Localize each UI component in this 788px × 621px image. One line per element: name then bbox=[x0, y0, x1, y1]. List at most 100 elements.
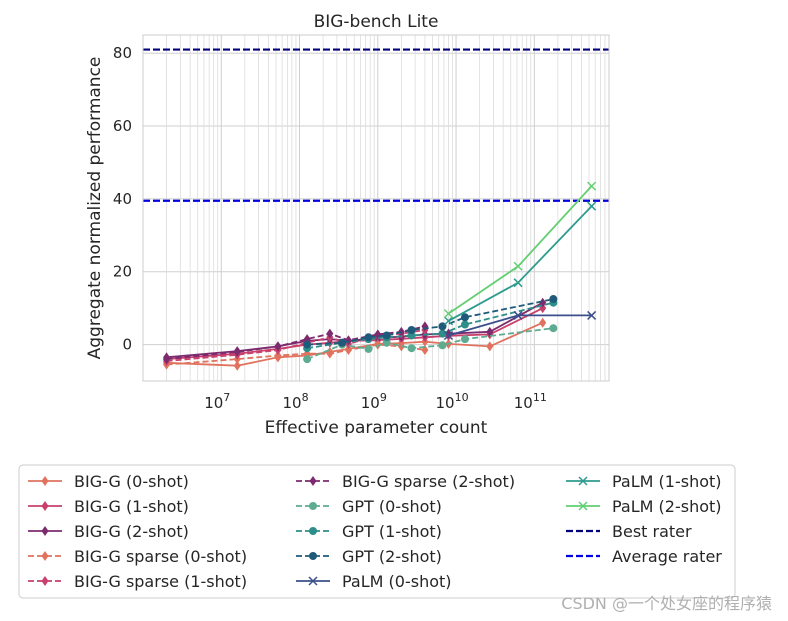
legend-label: BIG-G (0-shot) bbox=[74, 472, 189, 491]
x-marker-stroke bbox=[308, 576, 318, 586]
y-tick-label: 40 bbox=[113, 190, 132, 208]
x-axis-title: Effective parameter count bbox=[265, 418, 488, 438]
legend-label: BIG-G sparse (0-shot) bbox=[74, 547, 247, 566]
legend-entry-best-rater: Best rater bbox=[566, 522, 692, 541]
legend-swatch-marker bbox=[578, 476, 588, 486]
legend-label: BIG-G sparse (2-shot) bbox=[342, 472, 515, 491]
x-marker-stroke bbox=[443, 330, 453, 341]
data-point bbox=[338, 338, 347, 347]
legend-entry-palm-0-shot: PaLM (0-shot) bbox=[296, 572, 452, 591]
data-point bbox=[438, 329, 447, 338]
series-line bbox=[166, 321, 544, 367]
legend-swatch-marker bbox=[309, 502, 317, 510]
x-marker-stroke bbox=[587, 201, 597, 211]
reference-lines bbox=[143, 48, 609, 202]
legend-entry-palm-2-shot: PaLM (2-shot) bbox=[566, 497, 722, 516]
data-point bbox=[344, 345, 352, 356]
legend-swatch-marker bbox=[41, 526, 49, 536]
legend-entry-gpt-2-shot: GPT (2-shot) bbox=[296, 547, 442, 566]
plot-frame bbox=[142, 34, 610, 382]
legend-entry-big-g-sparse-1-shot: BIG-G sparse (1-shot) bbox=[28, 572, 247, 591]
legend-box bbox=[18, 464, 736, 599]
y-tick-labels: 0 20 40 60 80 bbox=[113, 44, 132, 353]
data-point bbox=[587, 181, 597, 191]
legend-entry-big-g-1-shot: BIG-G (1-shot) bbox=[28, 497, 189, 516]
legend-label: GPT (1-shot) bbox=[342, 522, 442, 541]
x-marker-stroke bbox=[578, 476, 588, 486]
data-point bbox=[513, 261, 523, 271]
legend-entry-gpt-1-shot: GPT (1-shot) bbox=[296, 522, 442, 541]
x-tick-label: 107 bbox=[204, 391, 230, 412]
legend-entry-average-rater: Average rater bbox=[566, 547, 722, 566]
legend: BIG-G (0-shot) BIG-G (1-shot) BIG-G (2-sho… bbox=[18, 464, 736, 599]
data-point bbox=[513, 278, 523, 288]
legend-label: Best rater bbox=[612, 522, 692, 541]
x-marker-stroke bbox=[513, 278, 523, 288]
x-tick-label: 1011 bbox=[514, 391, 547, 412]
legend-entry-big-g-sparse-0-shot: BIG-G sparse (0-shot) bbox=[28, 547, 247, 566]
y-tick-label: 0 bbox=[122, 336, 132, 354]
y-axis-title: Aggregate normalized performance bbox=[85, 57, 105, 360]
data-point bbox=[274, 350, 282, 361]
data-point bbox=[443, 330, 453, 341]
y-tick-label: 60 bbox=[113, 117, 132, 135]
data-point bbox=[303, 355, 312, 364]
data-series bbox=[163, 181, 597, 371]
data-point bbox=[549, 324, 558, 333]
chart-title: BIG-bench Lite bbox=[314, 12, 439, 32]
data-point bbox=[460, 313, 469, 322]
data-point bbox=[513, 310, 523, 320]
series-big-g-2-shot bbox=[163, 297, 547, 363]
x-tick-label: 108 bbox=[282, 391, 308, 412]
series-line bbox=[447, 185, 593, 315]
legend-label: GPT (2-shot) bbox=[342, 547, 442, 566]
data-point bbox=[438, 341, 447, 350]
data-point bbox=[274, 341, 282, 352]
legend-label: BIG-G sparse (1-shot) bbox=[74, 572, 247, 591]
data-point bbox=[407, 344, 416, 353]
x-tick-label: 109 bbox=[361, 391, 387, 412]
series-palm-2-shot bbox=[443, 181, 597, 319]
data-point bbox=[303, 340, 312, 349]
legend-entry-palm-1-shot: PaLM (1-shot) bbox=[566, 472, 722, 491]
data-point bbox=[443, 309, 453, 319]
legend-entry-big-g-sparse-2-shot: BIG-G sparse (2-shot) bbox=[296, 472, 515, 491]
data-point bbox=[486, 326, 494, 337]
legend-swatch-marker bbox=[309, 527, 317, 535]
series-line bbox=[307, 298, 554, 346]
legend-entry-big-g-0-shot: BIG-G (0-shot) bbox=[28, 472, 189, 491]
data-point bbox=[233, 346, 241, 357]
x-marker-stroke bbox=[578, 501, 588, 511]
legend-label: BIG-G (1-shot) bbox=[74, 497, 189, 516]
data-point bbox=[549, 295, 558, 304]
data-point bbox=[587, 310, 597, 320]
y-tick-label: 20 bbox=[113, 263, 132, 281]
data-point bbox=[587, 201, 597, 211]
legend-swatch-marker bbox=[309, 476, 317, 486]
x-marker-stroke bbox=[443, 309, 453, 319]
legend-swatch-marker bbox=[578, 501, 588, 511]
legend-entry-big-g-2-shot: BIG-G (2-shot) bbox=[28, 522, 189, 541]
x-tick-label: 1010 bbox=[436, 391, 469, 412]
legend-swatch-marker bbox=[41, 501, 49, 511]
x-tick-labels: 107 108 109 1010 1011 bbox=[204, 391, 547, 412]
x-marker-stroke bbox=[587, 181, 597, 191]
legend-swatch-marker bbox=[41, 576, 49, 586]
data-point bbox=[163, 354, 171, 365]
legend-label: PaLM (1-shot) bbox=[612, 472, 722, 491]
y-tick-label: 80 bbox=[113, 44, 132, 62]
x-marker-stroke bbox=[513, 261, 523, 271]
legend-swatch-marker bbox=[41, 476, 49, 486]
x-marker-stroke bbox=[443, 316, 453, 326]
legend-label: PaLM (0-shot) bbox=[342, 572, 452, 591]
data-point bbox=[486, 341, 494, 352]
legend-swatch-marker bbox=[41, 551, 49, 561]
data-point bbox=[443, 316, 453, 326]
series-gpt-2-shot bbox=[303, 295, 558, 349]
data-point bbox=[233, 360, 241, 371]
series-palm-1-shot bbox=[443, 201, 597, 326]
data-point bbox=[397, 341, 405, 352]
x-marker-stroke bbox=[513, 310, 523, 320]
data-point bbox=[539, 317, 547, 328]
